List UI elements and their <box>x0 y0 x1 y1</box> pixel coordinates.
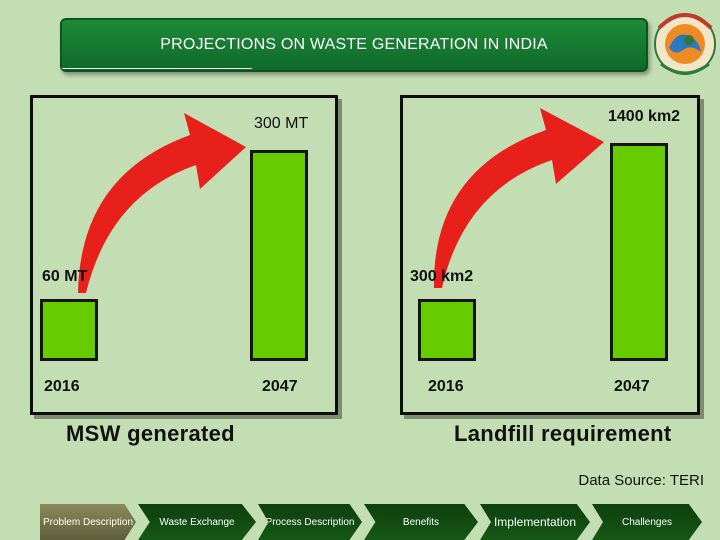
increase-arrow-icon <box>433 108 604 288</box>
bar-2016-landfill <box>418 299 476 361</box>
increase-arrow-icon <box>78 113 246 293</box>
value-label-2047-msw: 300 MT <box>254 115 309 132</box>
year-label-2016-landfill: 2016 <box>428 378 464 395</box>
title-underline <box>62 68 252 69</box>
landfill-caption: Landfill requirement <box>454 421 672 446</box>
bar-2016-msw <box>40 299 98 361</box>
year-label-2016-msw: 2016 <box>44 378 80 395</box>
value-label-2047-landfill: 1400 km2 <box>608 108 681 125</box>
bar-2047-landfill <box>610 143 668 361</box>
year-label-2047-msw: 2047 <box>262 378 298 395</box>
year-label-2047-landfill: 2047 <box>614 378 650 395</box>
nav-process-description[interactable]: Process Description <box>258 504 362 540</box>
nav-benefits[interactable]: Benefits <box>364 504 478 540</box>
bar-2047-msw <box>250 150 308 361</box>
nav-waste-exchange[interactable]: Waste Exchange <box>138 504 256 540</box>
value-label-2016-msw: 60 MT <box>42 268 88 285</box>
data-source: Data Source: TERI <box>578 472 704 489</box>
ministry-logo-icon <box>654 13 716 75</box>
nav-problem-description[interactable]: Problem Description <box>40 504 136 540</box>
msw-caption: MSW generated <box>66 421 235 446</box>
page-title: PROJECTIONS ON WASTE GENERATION IN INDIA <box>160 36 548 53</box>
nav-implementation[interactable]: Implementation <box>480 504 590 540</box>
nav-challenges[interactable]: Challenges <box>592 504 702 540</box>
title-bar: PROJECTIONS ON WASTE GENERATION IN INDIA <box>60 18 648 72</box>
bottom-nav: Problem Description Waste Exchange Proce… <box>0 504 720 540</box>
value-label-2016-landfill: 300 km2 <box>410 268 474 285</box>
